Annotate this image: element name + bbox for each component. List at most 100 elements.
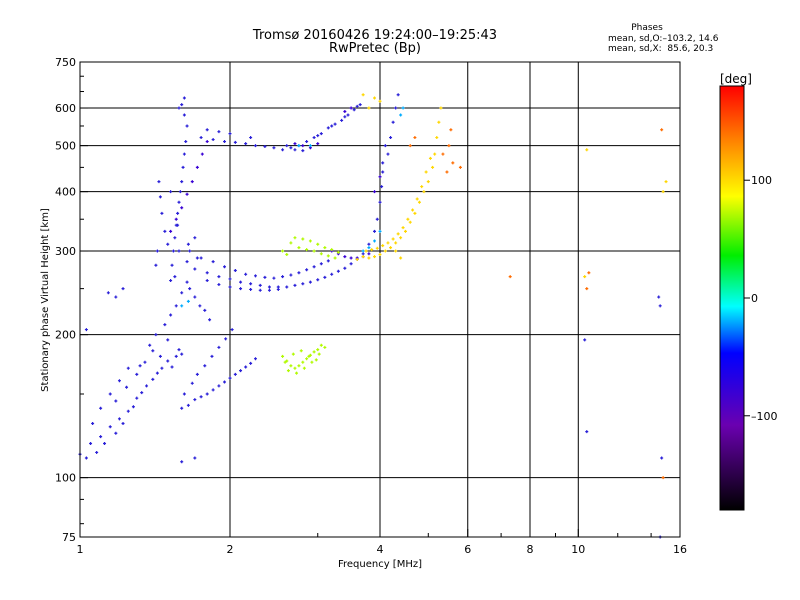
data-point xyxy=(126,366,130,370)
data-point xyxy=(195,372,199,376)
data-point xyxy=(148,343,152,347)
data-point xyxy=(437,120,441,124)
data-point xyxy=(228,285,232,289)
data-point xyxy=(99,406,103,410)
grid-lines xyxy=(80,62,680,537)
data-point xyxy=(431,165,435,169)
data-point xyxy=(349,262,353,266)
y-axis-label: Stationary phase Virtual Height [km] xyxy=(40,208,51,392)
data-point xyxy=(422,190,426,194)
data-point xyxy=(378,229,382,233)
colorbar-ticks: 100 0 –100 xyxy=(744,174,778,423)
data-point xyxy=(349,106,353,110)
colorbar-tick-label: 100 xyxy=(751,174,772,187)
data-point xyxy=(445,170,449,174)
data-point xyxy=(386,241,390,245)
data-point xyxy=(84,456,88,460)
data-point xyxy=(199,136,203,140)
data-point xyxy=(587,271,591,275)
data-point xyxy=(166,242,170,246)
data-point xyxy=(217,345,221,349)
data-point xyxy=(230,328,234,332)
x-tick-label: 8 xyxy=(527,543,534,556)
data-point xyxy=(217,275,221,279)
data-point xyxy=(195,165,199,169)
data-point xyxy=(145,384,149,388)
data-point xyxy=(585,430,589,434)
data-point xyxy=(289,364,293,368)
data-point xyxy=(185,124,189,128)
data-point xyxy=(108,425,112,429)
data-point xyxy=(258,283,262,287)
data-point xyxy=(114,399,118,403)
data-point xyxy=(205,271,209,275)
data-point xyxy=(346,113,350,117)
data-point xyxy=(160,366,164,370)
data-point xyxy=(160,211,164,215)
data-point xyxy=(193,456,197,460)
data-point xyxy=(583,338,587,342)
data-point xyxy=(406,217,410,221)
data-point xyxy=(186,242,190,246)
data-point xyxy=(305,248,309,252)
y-tick-label: 200 xyxy=(55,329,76,342)
data-point xyxy=(326,254,330,258)
data-point xyxy=(286,369,290,373)
data-point xyxy=(180,352,184,356)
y-tick-label: 75 xyxy=(62,531,76,544)
data-point xyxy=(330,124,334,128)
x-tick-label: 6 xyxy=(464,543,471,556)
data-point xyxy=(343,266,347,270)
data-point xyxy=(181,165,185,169)
data-point xyxy=(323,246,327,250)
data-point xyxy=(84,328,88,332)
data-point xyxy=(205,140,209,144)
data-point xyxy=(169,313,173,317)
data-point xyxy=(293,142,297,146)
data-point xyxy=(180,291,184,295)
data-point xyxy=(435,136,439,140)
data-point xyxy=(297,246,301,250)
data-point xyxy=(173,275,177,279)
data-point xyxy=(239,280,243,284)
data-point xyxy=(108,392,112,396)
data-point xyxy=(157,180,161,184)
data-point xyxy=(154,263,158,267)
y-tick-label: 300 xyxy=(55,245,76,258)
data-point xyxy=(657,295,661,299)
data-point xyxy=(170,263,174,267)
data-point xyxy=(233,268,237,272)
colorbar xyxy=(719,85,745,511)
data-point xyxy=(295,371,299,375)
data-point xyxy=(378,99,382,103)
data-point xyxy=(343,109,347,113)
data-point xyxy=(664,180,668,184)
data-point xyxy=(399,113,403,117)
data-point xyxy=(272,276,276,280)
data-point xyxy=(224,337,228,341)
data-point xyxy=(413,211,417,215)
data-point xyxy=(174,217,178,221)
data-point xyxy=(190,381,194,385)
data-point xyxy=(373,229,377,233)
data-point xyxy=(176,223,180,227)
data-point xyxy=(258,288,262,292)
data-point xyxy=(323,275,327,279)
data-point xyxy=(361,255,365,259)
data-point xyxy=(358,103,362,107)
data-point xyxy=(267,288,271,292)
data-point xyxy=(361,93,365,97)
data-point xyxy=(441,152,445,156)
colorbar-tick-label: 0 xyxy=(751,292,758,305)
data-point xyxy=(383,249,387,253)
data-point xyxy=(312,265,316,269)
data-point xyxy=(223,265,227,269)
data-point xyxy=(399,256,403,260)
data-point xyxy=(158,354,162,358)
data-point xyxy=(193,295,197,299)
data-point xyxy=(293,366,297,370)
data-point xyxy=(415,197,419,201)
data-point xyxy=(408,144,412,148)
x-axis-label: Frequency [MHz] xyxy=(338,559,422,570)
data-point xyxy=(195,256,199,260)
